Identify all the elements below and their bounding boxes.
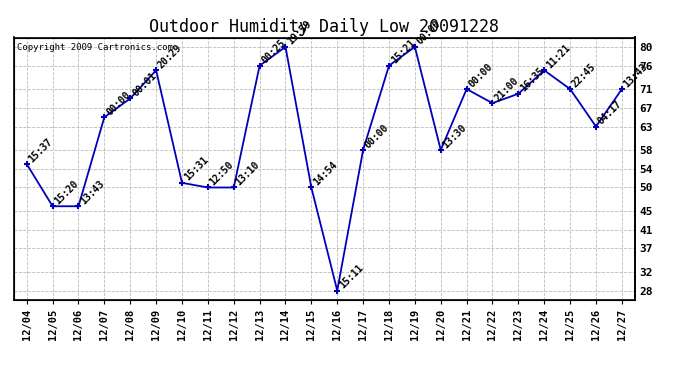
Text: 15:37: 15:37 — [27, 136, 55, 164]
Text: 21:00: 21:00 — [493, 75, 520, 103]
Text: 00:01: 00:01 — [130, 70, 158, 98]
Text: 15:31: 15:31 — [182, 155, 210, 183]
Text: 13:30: 13:30 — [441, 122, 469, 150]
Text: 19:59: 19:59 — [286, 19, 313, 47]
Text: 16:35: 16:35 — [518, 66, 546, 94]
Text: 12:50: 12:50 — [208, 160, 236, 188]
Text: 13:10: 13:10 — [234, 160, 262, 188]
Text: 00:00: 00:00 — [363, 122, 391, 150]
Text: 00:00: 00:00 — [466, 61, 495, 89]
Text: 13:43: 13:43 — [79, 178, 106, 206]
Text: 22:45: 22:45 — [570, 61, 598, 89]
Text: 14:54: 14:54 — [311, 160, 339, 188]
Text: 00:00: 00:00 — [415, 19, 443, 47]
Text: 00:25: 00:25 — [259, 38, 288, 66]
Text: 04:17: 04:17 — [596, 99, 624, 126]
Text: 20:29: 20:29 — [156, 42, 184, 70]
Text: 15:11: 15:11 — [337, 263, 365, 291]
Text: 15:21: 15:21 — [389, 38, 417, 66]
Text: 13:43: 13:43 — [622, 61, 650, 89]
Title: Outdoor Humidity Daily Low 20091228: Outdoor Humidity Daily Low 20091228 — [149, 18, 500, 36]
Text: 00:00: 00:00 — [104, 89, 132, 117]
Text: 15:20: 15:20 — [52, 178, 81, 206]
Text: 11:21: 11:21 — [544, 42, 572, 70]
Text: Copyright 2009 Cartronics.com: Copyright 2009 Cartronics.com — [17, 43, 172, 52]
